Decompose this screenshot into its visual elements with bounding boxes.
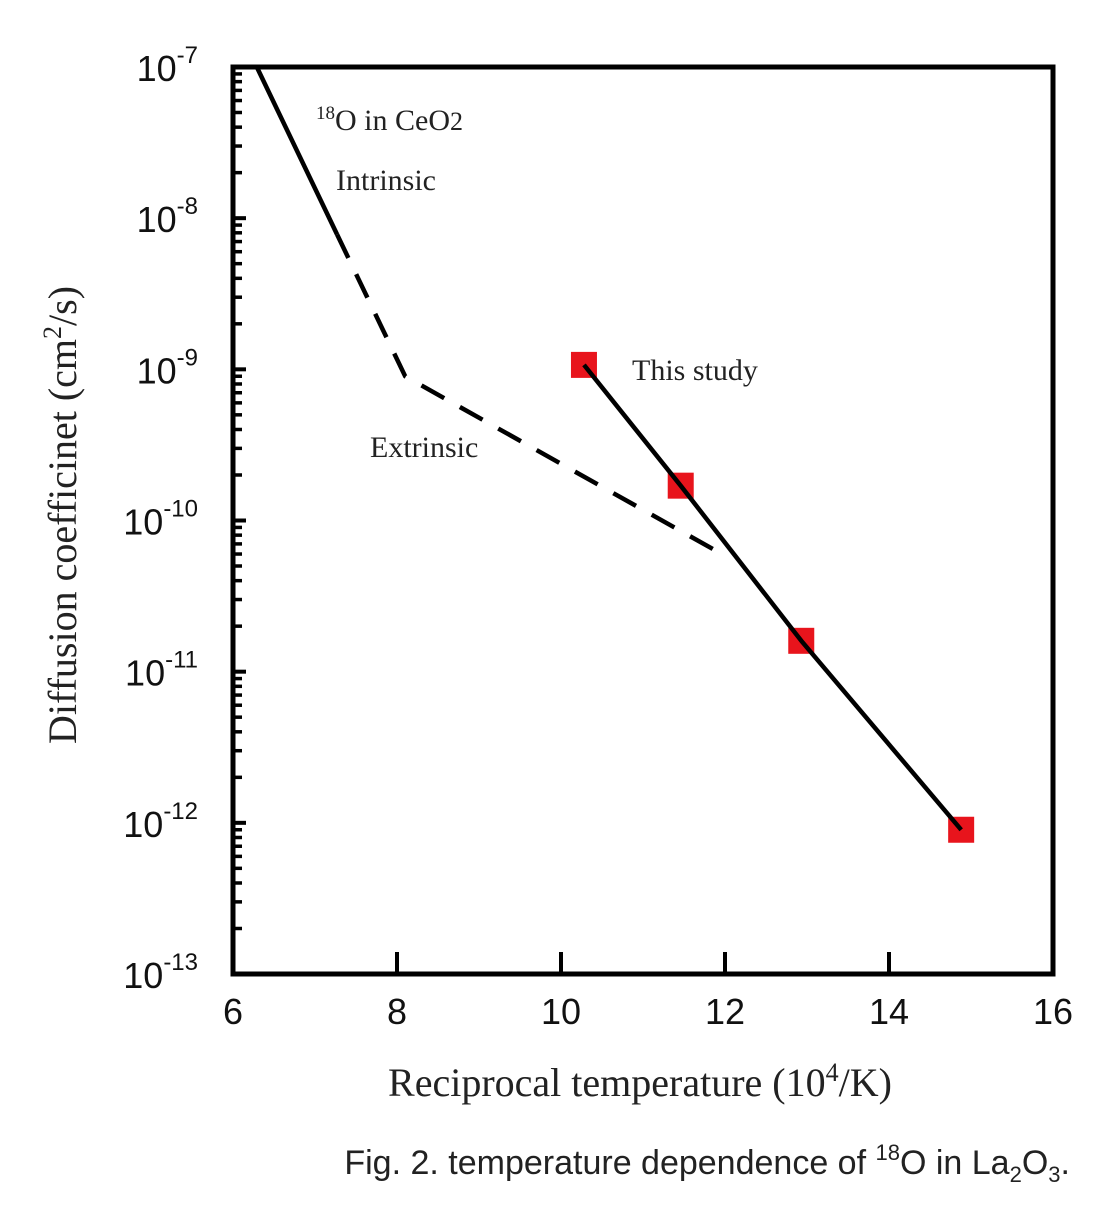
series-markers (570, 351, 975, 843)
x-tick-labels: 6 8 10 12 14 16 (223, 991, 1073, 1032)
y-tick-label-exponent: -12 (163, 798, 198, 825)
x-tick-label: 6 (223, 991, 243, 1032)
y-tick-label: 10-12 (123, 798, 198, 845)
plot-frame (230, 64, 1056, 977)
y-tick-label: 10-8 (137, 193, 198, 240)
caption-mass-number: 18 (875, 1140, 900, 1165)
x-tick-label: 16 (1033, 991, 1073, 1032)
y-tick-label-exponent: -11 (165, 647, 198, 674)
y-axis-label: Diffusion coefficinet (cm2/s) (38, 286, 85, 744)
18o-in-ceo2-extrinsic-line (335, 233, 723, 556)
y-tick-label-base: 10 (125, 653, 165, 694)
y-tick-label-exponent: -9 (177, 344, 198, 371)
y-tick-label-base: 10 (137, 350, 177, 391)
caption-sub-2: 3 (1048, 1162, 1061, 1187)
y-tick-label-base: 10 (123, 955, 163, 996)
this-study-line (582, 363, 963, 832)
ceo2-label: O in CeO (335, 104, 450, 137)
ceo2-subscript: 2 (450, 107, 463, 136)
y-tick-label: 10-9 (137, 344, 198, 391)
y-tick-label-exponent: -8 (177, 193, 198, 220)
extrinsic-annotation: Extrinsic (370, 431, 478, 464)
y-axis-label-pre: Diffusion coefficinet (cm (40, 339, 85, 744)
caption-mid: O (1021, 1144, 1049, 1182)
axis-ticks (233, 65, 891, 976)
y-tick-label-base: 10 (137, 48, 177, 89)
ceo2-mass-number: 18 (316, 103, 335, 124)
y-tick-label-exponent: -10 (163, 496, 198, 523)
y-tick-label-base: 10 (137, 199, 177, 240)
y-tick-label-exponent: -13 (163, 949, 198, 976)
x-tick-label: 10 (541, 991, 581, 1032)
caption-suffix: . (1060, 1144, 1070, 1182)
x-tick-label: 8 (387, 991, 407, 1032)
caption-sub-1: 2 (1009, 1162, 1022, 1187)
x-axis-label-pre: Reciprocal temperature (10 (388, 1060, 826, 1105)
caption-prefix: Fig. 2. temperature dependence of (344, 1144, 876, 1182)
y-tick-label-base: 10 (123, 502, 163, 543)
x-tick-label: 12 (705, 991, 745, 1032)
figure-caption: Fig. 2. temperature dependence of 18O in… (0, 1140, 1070, 1188)
ceo2-annotation: 18O in CeO2 (316, 103, 463, 137)
y-tick-label-base: 10 (123, 804, 163, 845)
18o-in-ceo2-intrinsic-line (254, 66, 340, 236)
caption-element: O in La (899, 1144, 1010, 1182)
y-tick-label: 10-7 (137, 42, 198, 89)
x-tick-label: 14 (869, 991, 909, 1032)
intrinsic-annotation: Intrinsic (336, 164, 436, 197)
x-axis-label: Reciprocal temperature (104/K) (388, 1058, 892, 1105)
this-study-annotation: This study (632, 354, 758, 387)
x-axis-label-post: /K) (839, 1060, 892, 1105)
y-axis-label-sup: 2 (38, 326, 67, 339)
y-axis-label-post: /s) (40, 286, 85, 326)
y-tick-label: 10-10 (123, 496, 198, 543)
x-axis-label-sup: 4 (826, 1058, 839, 1087)
y-tick-label-exponent: -7 (177, 42, 198, 69)
y-tick-label: 10-11 (125, 647, 198, 694)
y-tick-label: 10-13 (123, 949, 198, 996)
series-lines (254, 66, 723, 556)
